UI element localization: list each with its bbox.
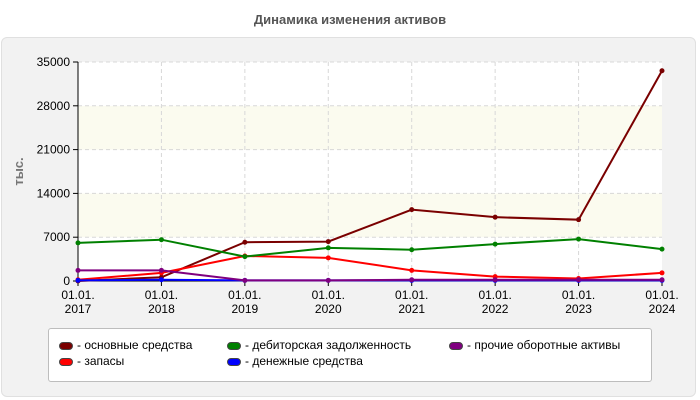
chart-title: Динамика изменения активов bbox=[253, 12, 447, 27]
series-line bbox=[77, 254, 663, 281]
legend-item: - прочие оборотные активы bbox=[449, 338, 620, 352]
x-tick-label-line: 01.01. bbox=[645, 288, 678, 302]
legend-label: - дебиторская задолженность bbox=[245, 338, 412, 352]
series-line bbox=[77, 238, 663, 258]
x-tick-label: 01.01. 2022 bbox=[478, 288, 511, 316]
legend-item: - основные средства bbox=[59, 338, 192, 352]
data-point bbox=[492, 214, 498, 220]
plot-band bbox=[78, 149, 662, 194]
legend-label: - запасы bbox=[77, 354, 125, 368]
x-tick-label-line: 2017 bbox=[65, 302, 92, 316]
x-tick-label-line: 2022 bbox=[482, 302, 509, 316]
data-point bbox=[158, 237, 164, 243]
data-point bbox=[325, 239, 331, 245]
plot-band bbox=[78, 237, 662, 281]
x-tick-label-line: 01.01. bbox=[228, 288, 261, 302]
legend-swatch bbox=[59, 357, 73, 366]
x-tick-label-line: 01.01. bbox=[145, 288, 178, 302]
x-tick-label: 01.01. 2024 bbox=[645, 288, 678, 316]
data-point bbox=[325, 245, 331, 251]
data-point bbox=[659, 277, 665, 283]
x-tick-label-line: 01.01. bbox=[478, 288, 511, 302]
x-tick-label-line: 01.01. bbox=[312, 288, 345, 302]
legend-label: - денежные средства bbox=[245, 354, 363, 368]
x-tick-label-line: 2023 bbox=[565, 302, 592, 316]
data-point bbox=[659, 246, 665, 252]
y-tick-label: 14000 bbox=[37, 186, 71, 200]
plot-band bbox=[78, 105, 662, 150]
data-point bbox=[325, 277, 331, 283]
chart-legend: - основные средства - запасы - дебиторская… bbox=[48, 328, 652, 382]
legend-label: - основные средства bbox=[77, 338, 193, 352]
x-tick-label: 01.01. 2020 bbox=[312, 288, 345, 316]
x-tick-label: 01.01. 2021 bbox=[395, 288, 428, 316]
legend-item: - дебиторская задолженность bbox=[227, 338, 411, 352]
data-point bbox=[409, 207, 415, 213]
data-point bbox=[492, 277, 498, 283]
y-tick-label: 7000 bbox=[43, 230, 70, 244]
x-tick-label-line: 2024 bbox=[649, 302, 676, 316]
data-point bbox=[242, 239, 248, 245]
legend-label: - прочие оборотные активы bbox=[467, 338, 621, 352]
data-point bbox=[576, 217, 582, 223]
x-tick-label-line: 01.01. bbox=[395, 288, 428, 302]
y-tick-label: 0 bbox=[63, 274, 70, 288]
data-point bbox=[492, 241, 498, 247]
x-tick-label-line: 2018 bbox=[148, 302, 175, 316]
y-tick-label: 21000 bbox=[37, 143, 71, 157]
legend-swatch bbox=[449, 341, 463, 350]
data-point bbox=[409, 267, 415, 273]
data-point bbox=[409, 247, 415, 253]
x-tick-label-line: 2020 bbox=[315, 302, 342, 316]
data-point bbox=[75, 240, 81, 246]
legend-swatch bbox=[59, 341, 73, 350]
legend-item: - денежные средства bbox=[227, 354, 363, 368]
x-tick-label-line: 2021 bbox=[398, 302, 425, 316]
plot-band bbox=[78, 62, 662, 106]
x-tick-label: 01.01. 2018 bbox=[145, 288, 178, 316]
series-line bbox=[78, 269, 662, 282]
data-point bbox=[158, 267, 164, 273]
legend-item: - запасы bbox=[59, 354, 124, 368]
legend-swatch bbox=[227, 341, 241, 350]
data-point bbox=[158, 277, 164, 283]
data-point bbox=[576, 236, 582, 242]
data-point bbox=[75, 267, 81, 273]
x-tick-label-line: 01.01. bbox=[562, 288, 595, 302]
x-tick-label: 01.01. 2017 bbox=[61, 288, 94, 316]
y-axis-label: тыс. bbox=[11, 157, 26, 185]
plot-band bbox=[78, 193, 662, 238]
x-tick-label: 01.01. 2019 bbox=[228, 288, 261, 316]
data-point bbox=[325, 255, 331, 261]
data-point bbox=[576, 277, 582, 283]
legend-swatch bbox=[227, 357, 241, 366]
y-tick-label: 28000 bbox=[37, 99, 71, 113]
data-point bbox=[659, 270, 665, 276]
data-point bbox=[242, 277, 248, 283]
x-tick-label-line: 2019 bbox=[232, 302, 259, 316]
data-point bbox=[242, 254, 248, 260]
y-tick-label: 35000 bbox=[37, 55, 71, 69]
data-point bbox=[75, 277, 81, 283]
data-point bbox=[659, 68, 665, 74]
x-tick-label-line: 01.01. bbox=[61, 288, 94, 302]
data-point bbox=[409, 277, 415, 283]
x-tick-label: 01.01. 2023 bbox=[562, 288, 595, 316]
